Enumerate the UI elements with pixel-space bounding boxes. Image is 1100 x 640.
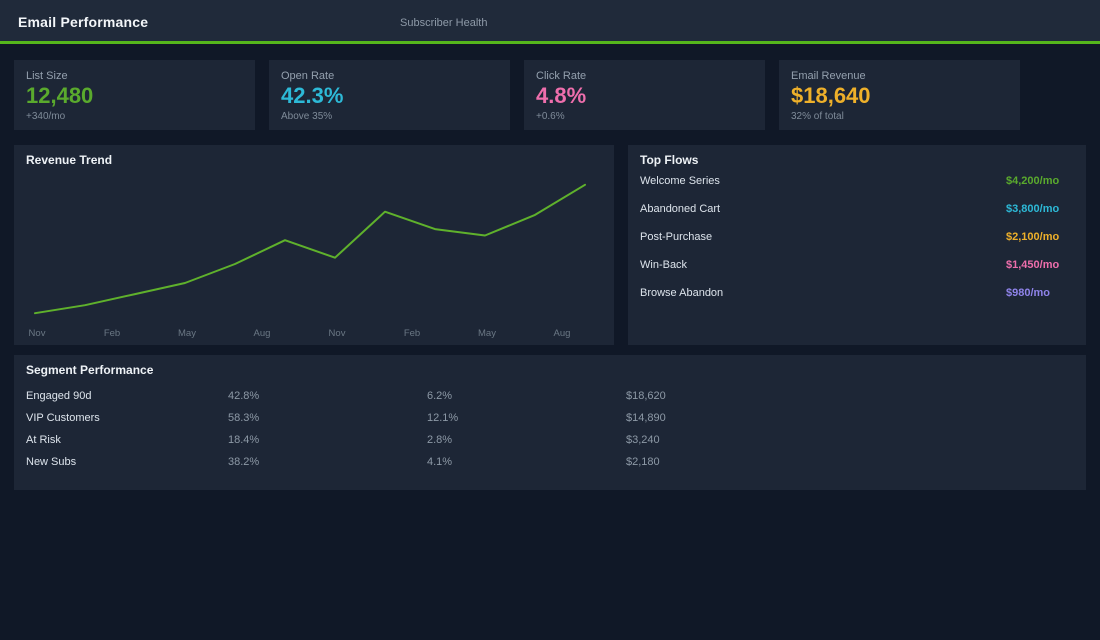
flow-value: $1,450/mo bbox=[1006, 259, 1060, 271]
segment-click-rate: 6.2% bbox=[427, 390, 453, 402]
nav-item-subscriber-health[interactable]: Subscriber Health bbox=[400, 17, 488, 29]
x-tick-label: May bbox=[178, 328, 196, 339]
kpi-value: 42.3% bbox=[281, 83, 344, 108]
page-title: Email Performance bbox=[18, 14, 149, 30]
segment-click-rate: 12.1% bbox=[427, 412, 459, 424]
kpi-value: $18,640 bbox=[791, 83, 871, 108]
segment-name: Engaged 90d bbox=[26, 390, 92, 402]
revenue-line bbox=[34, 183, 586, 315]
segment-open-rate: 58.3% bbox=[228, 412, 260, 424]
kpi-subtext: Above 35% bbox=[281, 111, 333, 122]
revenue-trend-panel: Revenue Trend Nov Feb May Aug Nov Feb May Aug bbox=[14, 145, 614, 345]
flow-row-win-back: Win-Back $1,450/mo bbox=[628, 251, 1086, 279]
kpi-subtext: 32% of total bbox=[791, 111, 844, 122]
flow-value: $980/mo bbox=[1006, 287, 1051, 299]
kpi-subtext: +340/mo bbox=[26, 111, 66, 122]
kpi-card-list-size: List Size 12,480 +340/mo bbox=[14, 60, 255, 130]
panel-title-segment-performance: Segment Performance bbox=[26, 363, 154, 377]
segment-table: Engaged 90d 42.8% 6.2% $18,620 VIP Custo… bbox=[14, 385, 1086, 473]
header-bar: Email Performance Subscriber Health bbox=[0, 0, 1100, 44]
flow-name: Welcome Series bbox=[640, 175, 720, 187]
kpi-label: Email Revenue bbox=[791, 70, 866, 82]
revenue-trend-chart: Nov Feb May Aug Nov Feb May Aug bbox=[29, 183, 586, 339]
x-tick-label: Nov bbox=[329, 328, 346, 339]
kpi-value: 12,480 bbox=[26, 83, 94, 108]
x-tick-label: May bbox=[478, 328, 496, 339]
flow-value: $2,100/mo bbox=[1006, 231, 1060, 243]
kpi-label: Open Rate bbox=[281, 70, 335, 82]
segment-performance-panel: Segment Performance Engaged 90d 42.8% 6.… bbox=[14, 355, 1086, 490]
x-tick-label: Feb bbox=[404, 328, 420, 339]
flow-name: Win-Back bbox=[640, 259, 688, 271]
table-row: Engaged 90d 42.8% 6.2% $18,620 bbox=[14, 385, 1086, 407]
kpi-card-open-rate: Open Rate 42.3% Above 35% bbox=[269, 60, 510, 130]
kpi-card-click-rate: Click Rate 4.8% +0.6% bbox=[524, 60, 765, 130]
flow-row-browse-abandon: Browse Abandon $980/mo bbox=[628, 279, 1086, 307]
segment-click-rate: 2.8% bbox=[427, 434, 453, 446]
table-row: VIP Customers 58.3% 12.1% $14,890 bbox=[14, 407, 1086, 429]
segment-open-rate: 38.2% bbox=[228, 456, 260, 468]
segment-click-rate: 4.1% bbox=[427, 456, 453, 468]
kpi-value: 4.8% bbox=[536, 83, 587, 108]
segment-name: New Subs bbox=[26, 456, 77, 468]
top-flows-list: Welcome Series $4,200/mo Abandoned Cart … bbox=[628, 167, 1086, 307]
flow-value: $4,200/mo bbox=[1006, 175, 1060, 187]
panel-title-revenue-trend: Revenue Trend bbox=[26, 153, 113, 167]
segment-name: VIP Customers bbox=[26, 412, 100, 424]
segment-revenue: $18,620 bbox=[626, 390, 666, 402]
table-row: At Risk 18.4% 2.8% $3,240 bbox=[14, 429, 1086, 451]
segment-name: At Risk bbox=[26, 434, 61, 446]
flow-name: Post-Purchase bbox=[640, 231, 713, 243]
x-tick-label: Feb bbox=[104, 328, 120, 339]
panel-title-top-flows: Top Flows bbox=[640, 153, 699, 167]
flow-name: Abandoned Cart bbox=[640, 203, 721, 215]
segment-revenue: $14,890 bbox=[626, 412, 666, 424]
flow-row-abandoned-cart: Abandoned Cart $3,800/mo bbox=[628, 195, 1086, 223]
flow-value: $3,800/mo bbox=[1006, 203, 1060, 215]
table-row: New Subs 38.2% 4.1% $2,180 bbox=[14, 451, 1086, 473]
top-flows-panel: Top Flows Welcome Series $4,200/mo Aband… bbox=[628, 145, 1086, 345]
kpi-card-email-revenue: Email Revenue $18,640 32% of total bbox=[779, 60, 1020, 130]
segment-revenue: $3,240 bbox=[626, 434, 660, 446]
kpi-label: Click Rate bbox=[536, 70, 587, 82]
flow-row-post-purchase: Post-Purchase $2,100/mo bbox=[628, 223, 1086, 251]
segment-revenue: $2,180 bbox=[626, 456, 660, 468]
x-tick-label: Aug bbox=[254, 328, 271, 339]
segment-open-rate: 18.4% bbox=[228, 434, 260, 446]
flow-name: Browse Abandon bbox=[640, 287, 724, 299]
kpi-label: List Size bbox=[26, 70, 68, 82]
x-tick-label: Nov bbox=[29, 328, 46, 339]
x-tick-label: Aug bbox=[554, 328, 571, 339]
segment-open-rate: 42.8% bbox=[228, 390, 260, 402]
flow-row-welcome-series: Welcome Series $4,200/mo bbox=[628, 167, 1086, 195]
kpi-subtext: +0.6% bbox=[536, 111, 565, 122]
